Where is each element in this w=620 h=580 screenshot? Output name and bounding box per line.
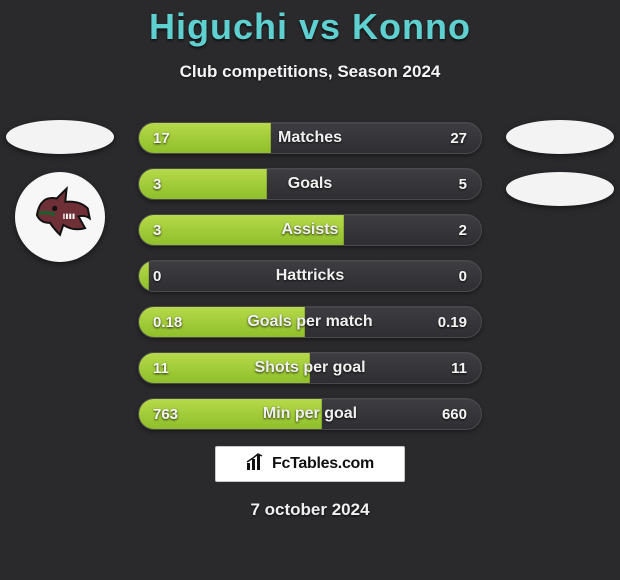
source-brand: FcTables.com (272, 455, 374, 473)
stat-row: 3Goals5 (138, 168, 482, 200)
page-subtitle: Club competitions, Season 2024 (0, 62, 620, 82)
stat-label: Matches (139, 123, 481, 153)
stat-right-value: 11 (437, 353, 481, 383)
stat-bars: 17Matches27 3Goals5 3Assists2 0Hattricks0 0.… (138, 122, 482, 430)
stat-label: Shots per goal (139, 353, 481, 383)
stat-row: 11Shots per goal11 (138, 352, 482, 384)
stat-right-value: 2 (445, 215, 481, 245)
stat-row: 0Hattricks0 (138, 260, 482, 292)
stat-right-value: 5 (445, 169, 481, 199)
comparison-card: Higuchi vs Konno Club competitions, Seas… (0, 0, 620, 580)
team-logo-left (15, 172, 105, 262)
stat-right-value: 0.19 (424, 307, 481, 337)
stat-label: Hattricks (139, 261, 481, 291)
stat-row: 17Matches27 (138, 122, 482, 154)
player-photo-placeholder (6, 120, 114, 154)
coyote-logo-icon (27, 182, 93, 253)
stat-right-value: 660 (428, 399, 481, 429)
right-player-stack (500, 120, 620, 206)
date-label: 7 october 2024 (0, 500, 620, 520)
stat-label: Assists (139, 215, 481, 245)
chart-icon (246, 453, 266, 476)
stat-right-value: 27 (436, 123, 481, 153)
source-badge[interactable]: FcTables.com (215, 446, 405, 482)
player-photo-placeholder (506, 120, 614, 154)
left-player-stack (0, 120, 120, 262)
stat-row: 763Min per goal660 (138, 398, 482, 430)
page-title: Higuchi vs Konno (0, 6, 620, 48)
team-logo-placeholder (506, 172, 614, 206)
stat-row: 0.18Goals per match0.19 (138, 306, 482, 338)
stat-label: Goals (139, 169, 481, 199)
stat-row: 3Assists2 (138, 214, 482, 246)
stat-right-value: 0 (445, 261, 481, 291)
